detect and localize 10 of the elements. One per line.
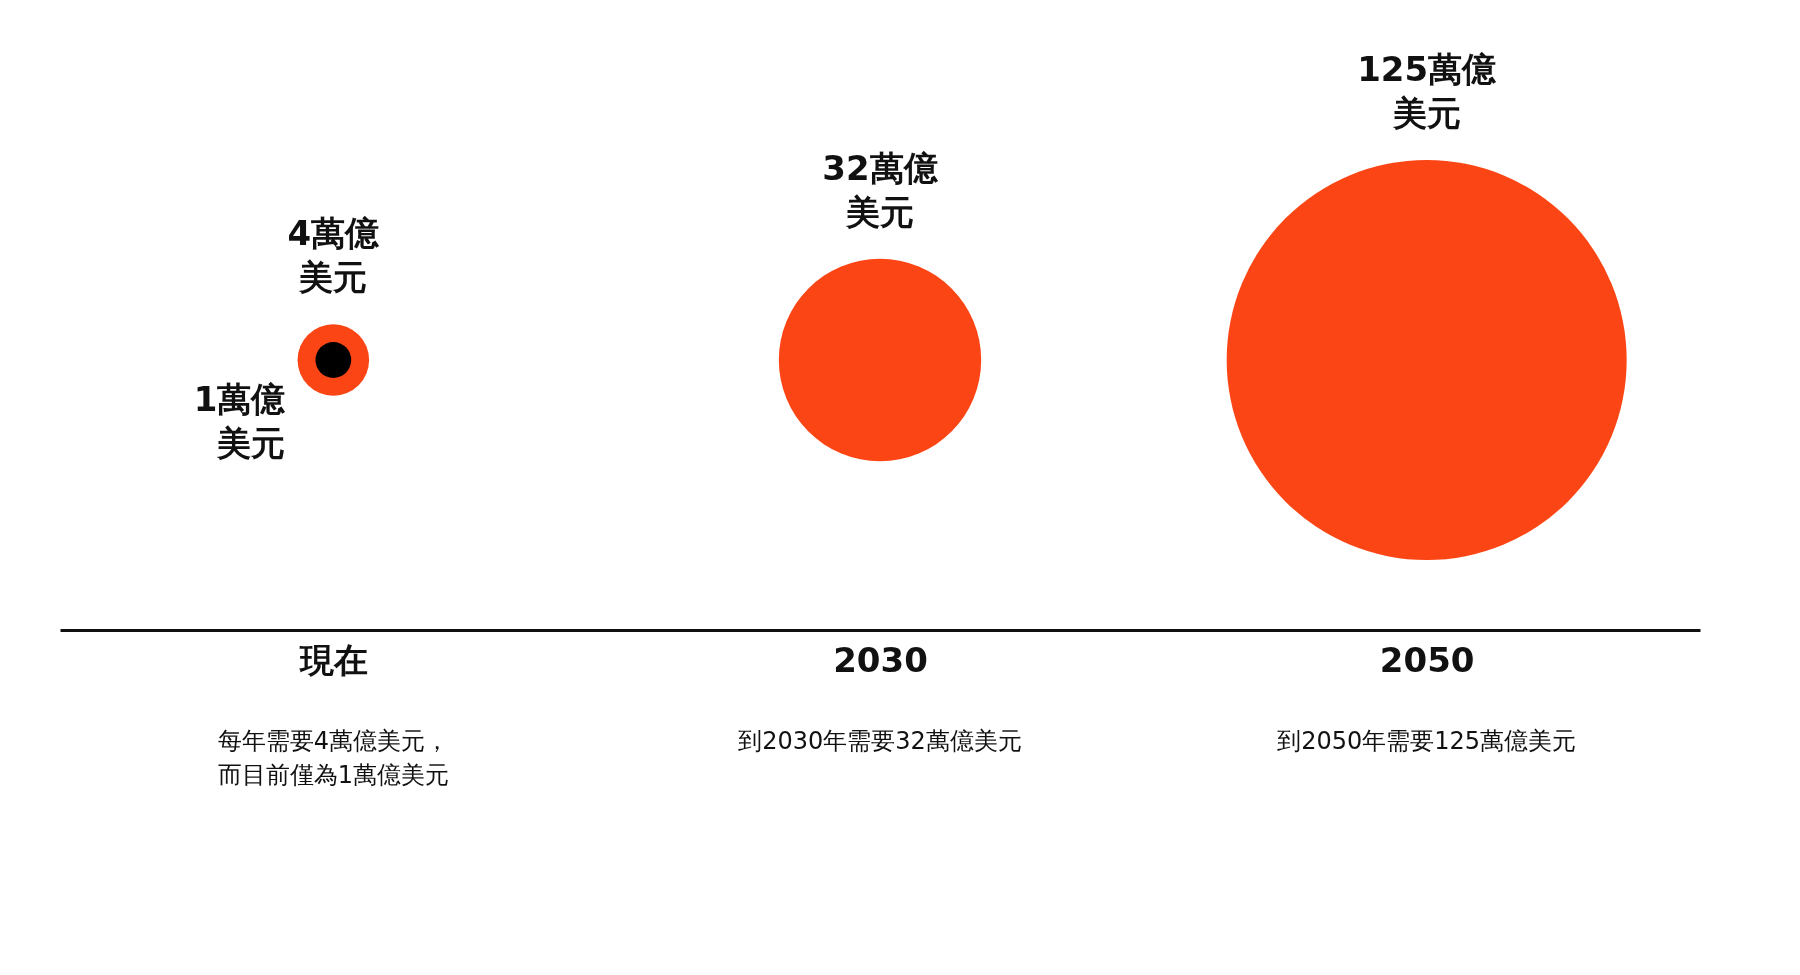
text: 到2030年需要32萬億美元 [738, 727, 1022, 755]
text: 到2050年需要125萬億美元 [1277, 727, 1577, 755]
data-label: 32萬億美元 [822, 147, 939, 232]
category-label: 現在 [298, 639, 368, 680]
data-label: 125萬億美元 [1357, 49, 1498, 133]
text: 每年需要4萬億美元，而目前僅為1萬億美元 [217, 727, 449, 789]
data-label: 4萬億美元 [287, 213, 381, 298]
data-label: 1萬億美元 [193, 378, 287, 463]
category-label: 2030 [833, 639, 928, 680]
category-label: 2050 [1379, 639, 1475, 680]
